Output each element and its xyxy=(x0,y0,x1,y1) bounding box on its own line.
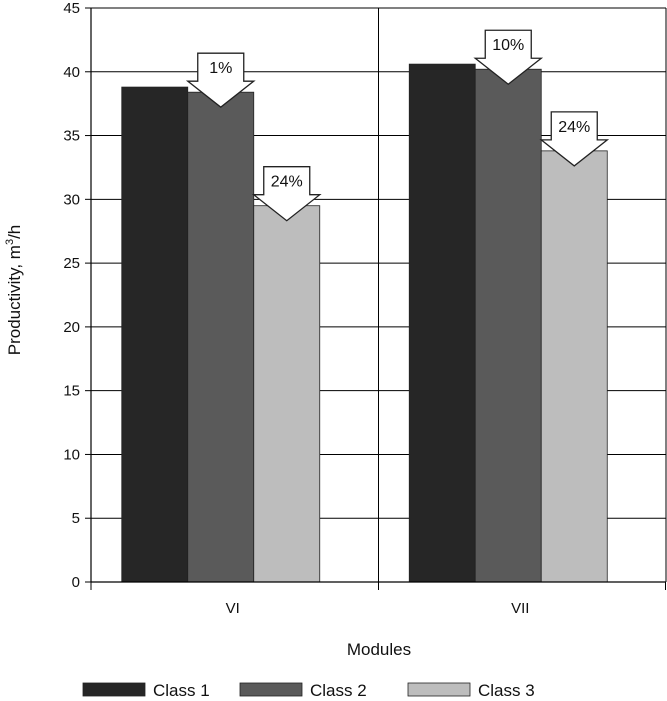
y-axis-title-superscript: 3 xyxy=(4,239,16,245)
callout-label: 1% xyxy=(209,60,232,77)
legend: Class 1 Class 2 Class 3 xyxy=(82,681,535,700)
callout-arrow xyxy=(185,52,256,109)
y-tick-label: 10 xyxy=(63,446,80,463)
bars xyxy=(121,63,608,583)
y-tick-label: 20 xyxy=(63,319,80,336)
x-tick-label: VI xyxy=(226,600,240,617)
callout-label: 10% xyxy=(492,37,524,54)
callout-label: 24% xyxy=(271,174,303,191)
y-axis-title-unit: /h xyxy=(5,225,24,239)
y-tick-label: 40 xyxy=(63,64,80,81)
bar xyxy=(408,63,476,583)
bar xyxy=(187,91,255,583)
y-tick-label: 15 xyxy=(63,383,80,400)
x-axis-ticks: VI VII xyxy=(90,582,666,617)
legend-label: Class 1 xyxy=(153,681,210,700)
y-tick-label: 25 xyxy=(63,255,80,272)
y-axis-title-main: Productivity, m xyxy=(5,245,24,355)
y-tick-label: 30 xyxy=(63,191,80,208)
bar xyxy=(540,150,608,583)
y-tick-label: 0 xyxy=(72,574,80,591)
y-axis-ticks: 0 5 10 15 20 25 30 35 40 45 xyxy=(63,0,91,591)
callout-label: 24% xyxy=(558,119,590,136)
y-tick-label: 35 xyxy=(63,128,80,145)
y-axis-title: Productivity, m3/h xyxy=(4,225,24,356)
x-tick-label: VII xyxy=(511,600,529,617)
bar xyxy=(121,86,189,583)
callouts: 1% 24% 10% 24% xyxy=(185,29,610,222)
y-tick-label: 5 xyxy=(72,510,80,527)
legend-label: Class 2 xyxy=(310,681,367,700)
x-axis-title: Modules xyxy=(347,640,411,659)
legend-swatch xyxy=(407,682,471,697)
callout-arrow xyxy=(251,166,322,222)
legend-swatch xyxy=(82,682,146,697)
callout-arrow xyxy=(473,29,544,86)
bar xyxy=(253,205,321,583)
callout-arrow xyxy=(539,111,610,167)
legend-label: Class 3 xyxy=(478,681,535,700)
legend-swatch xyxy=(239,682,303,697)
y-tick-label: 45 xyxy=(63,0,80,17)
bar xyxy=(474,68,542,583)
